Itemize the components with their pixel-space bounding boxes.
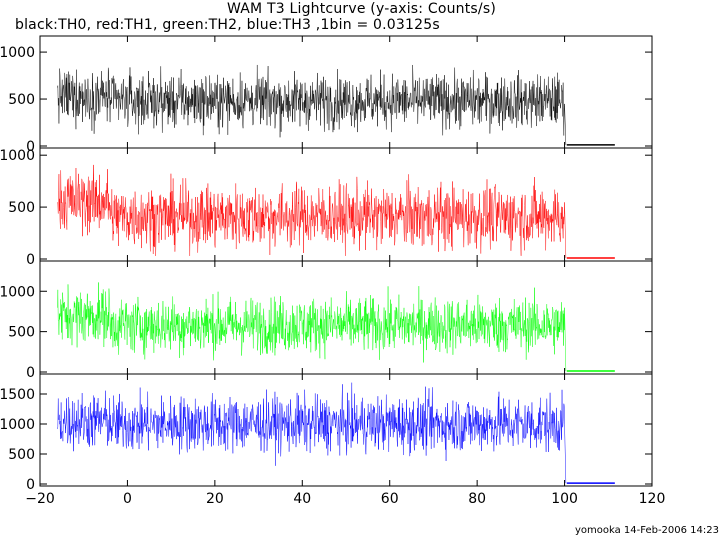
ytick-label-th3: 1500 <box>0 387 35 403</box>
ytick-label-th2: 1000 <box>0 284 35 300</box>
ytick-label-th0: 0 <box>26 139 35 155</box>
ytick-label-th0: 500 <box>8 92 35 108</box>
xtick-label: 60 <box>381 491 399 507</box>
subtitle-th0: black:TH0, <box>15 17 96 33</box>
series-th0 <box>57 64 567 145</box>
ytick-label-th1: 1000 <box>0 148 35 164</box>
footer-stamp: yomooka 14-Feb-2006 14:23 <box>574 525 719 536</box>
xtick-label: 80 <box>468 491 486 507</box>
ytick-label-th0: 1000 <box>0 45 35 61</box>
subtitle-th2: green:TH2, <box>162 17 247 33</box>
series-th2 <box>57 282 567 372</box>
subtitle-th3: blue:TH3 ,1bin = 0.03125s <box>246 17 440 33</box>
series-th3 <box>57 382 567 484</box>
ytick-label-th3: 500 <box>8 447 35 463</box>
xtick-label: −20 <box>25 491 55 507</box>
series-th1 <box>57 164 567 258</box>
chart-title: WAM T3 Lightcurve (y-axis: Counts/s) <box>226 1 497 17</box>
chart-subtitle: black:TH0, red:TH1, green:TH2, blue:TH3 … <box>15 17 440 33</box>
ytick-label-th3: 0 <box>26 477 35 493</box>
subtitle-th1: red:TH1, <box>95 17 163 33</box>
plot-frame <box>39 35 653 487</box>
ytick-label-th3: 1000 <box>0 417 35 433</box>
xtick-label: 100 <box>551 491 578 507</box>
ytick-label-th2: 500 <box>8 325 35 341</box>
ytick-label-th2: 0 <box>26 365 35 381</box>
ytick-label-th1: 0 <box>26 252 35 268</box>
xtick-label: 20 <box>206 491 224 507</box>
xtick-label: 40 <box>293 491 311 507</box>
ytick-label-th1: 500 <box>8 200 35 216</box>
xtick-label: 0 <box>123 491 132 507</box>
xtick-label: 120 <box>639 491 666 507</box>
